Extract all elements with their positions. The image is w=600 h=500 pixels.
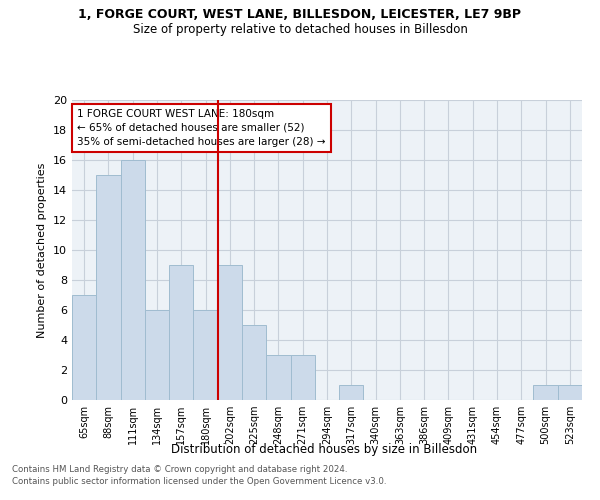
Bar xyxy=(193,310,218,400)
Y-axis label: Number of detached properties: Number of detached properties xyxy=(37,162,47,338)
Text: Contains public sector information licensed under the Open Government Licence v3: Contains public sector information licen… xyxy=(12,477,386,486)
Bar xyxy=(218,265,242,400)
Bar xyxy=(145,310,169,400)
Bar xyxy=(96,175,121,400)
Bar xyxy=(169,265,193,400)
Text: Distribution of detached houses by size in Billesdon: Distribution of detached houses by size … xyxy=(171,442,477,456)
Text: 1, FORGE COURT, WEST LANE, BILLESDON, LEICESTER, LE7 9BP: 1, FORGE COURT, WEST LANE, BILLESDON, LE… xyxy=(79,8,521,20)
Bar xyxy=(242,325,266,400)
Bar xyxy=(121,160,145,400)
Text: Size of property relative to detached houses in Billesdon: Size of property relative to detached ho… xyxy=(133,22,467,36)
Text: Contains HM Land Registry data © Crown copyright and database right 2024.: Contains HM Land Registry data © Crown c… xyxy=(12,466,347,474)
Bar xyxy=(72,295,96,400)
Text: 1 FORGE COURT WEST LANE: 180sqm
← 65% of detached houses are smaller (52)
35% of: 1 FORGE COURT WEST LANE: 180sqm ← 65% of… xyxy=(77,109,326,147)
Bar xyxy=(339,385,364,400)
Bar xyxy=(266,355,290,400)
Bar xyxy=(558,385,582,400)
Bar xyxy=(533,385,558,400)
Bar xyxy=(290,355,315,400)
